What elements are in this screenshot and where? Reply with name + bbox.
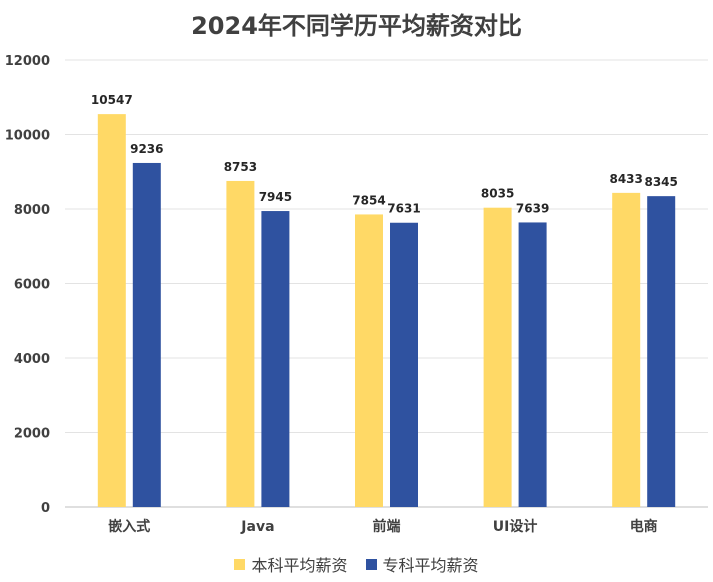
legend-swatch-associate xyxy=(365,558,377,570)
bar-associate xyxy=(647,196,676,507)
data-label: 7631 xyxy=(387,202,420,216)
bar-bachelor xyxy=(226,180,255,507)
legend-swatch-bachelor xyxy=(234,558,246,570)
data-label: 8433 xyxy=(609,172,642,186)
data-label: 9236 xyxy=(130,142,163,156)
bar-bachelor xyxy=(483,207,512,508)
data-label: 7945 xyxy=(259,190,292,204)
bar-associate xyxy=(390,222,418,508)
data-label: 7639 xyxy=(516,201,549,215)
y-tick-label: 12000 xyxy=(5,54,50,69)
data-label: 8753 xyxy=(224,160,257,174)
bar-bachelor xyxy=(355,214,383,507)
legend-label-associate: 专科平均薪资 xyxy=(382,556,479,575)
x-tick-label: Java xyxy=(240,519,274,535)
data-label: 10547 xyxy=(91,93,133,107)
y-tick-label: 6000 xyxy=(14,278,50,293)
y-tick-label: 4000 xyxy=(14,352,50,367)
x-tick-label: 电商 xyxy=(630,518,658,535)
y-tick-label: 2000 xyxy=(14,427,50,442)
x-tick-label: 嵌入式 xyxy=(108,518,150,535)
bar-bachelor xyxy=(612,192,641,508)
y-tick-label: 10000 xyxy=(5,129,50,144)
bar-associate xyxy=(132,162,161,508)
legend-item-associate: 专科平均薪资 xyxy=(365,552,479,576)
bar-associate xyxy=(518,222,547,507)
chart-title: 2024年不同学历平均薪资对比 xyxy=(191,12,522,40)
y-tick-label: 0 xyxy=(41,501,50,516)
data-label: 7854 xyxy=(352,193,385,207)
legend-item-bachelor: 本科平均薪资 xyxy=(234,552,348,576)
x-tick-label: UI设计 xyxy=(493,518,538,535)
bar-bachelor xyxy=(97,114,126,507)
y-tick-label: 8000 xyxy=(14,203,50,218)
data-label: 8035 xyxy=(481,187,514,201)
x-tick-label: 前端 xyxy=(373,518,401,535)
legend-label-bachelor: 本科平均薪资 xyxy=(251,556,348,575)
legend: 本科平均薪资 专科平均薪资 xyxy=(0,552,713,576)
bar-associate xyxy=(261,211,290,507)
data-label: 8345 xyxy=(644,175,677,189)
